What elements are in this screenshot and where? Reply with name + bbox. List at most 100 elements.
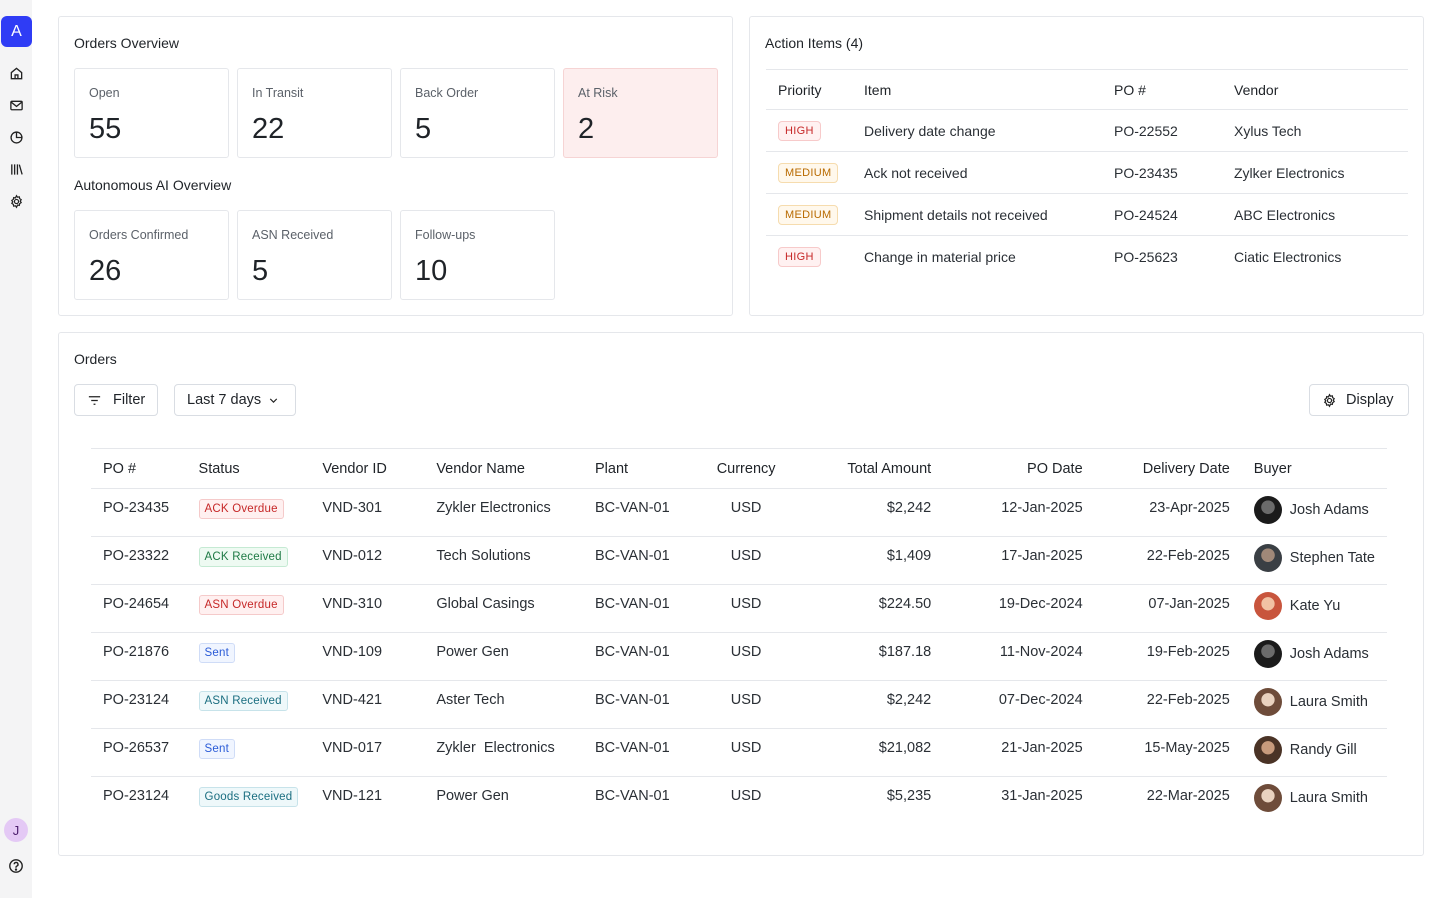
column-header[interactable]: Item	[852, 69, 1102, 110]
user-avatar[interactable]: J	[4, 818, 28, 842]
column-header[interactable]: PO Date	[943, 448, 1095, 489]
help-icon[interactable]	[6, 856, 26, 876]
table-row[interactable]: MEDIUM Ack not received PO-23435 Zylker …	[766, 151, 1408, 194]
table-row[interactable]: PO-21876 Sent VND-109 Power Gen BC-VAN-01 USD…	[91, 632, 1387, 681]
column-header[interactable]: Buyer	[1241, 448, 1387, 489]
home-icon[interactable]	[6, 63, 26, 83]
buyer-name: Josh Adams	[1289, 502, 1369, 518]
table-row[interactable]: HIGH Change in material price PO-25623 C…	[766, 236, 1408, 278]
po-cell[interactable]: PO-23124	[91, 680, 187, 729]
vendor-id-cell: VND-017	[310, 728, 425, 777]
amount-cell: $2,242	[800, 680, 944, 729]
column-header[interactable]: PO #	[91, 448, 187, 489]
item-cell: Ack not received	[852, 151, 1102, 194]
stat-value: 2	[578, 113, 595, 145]
column-header[interactable]: Currency	[692, 448, 801, 489]
table-row[interactable]: PO-24654 ASN Overdue VND-310 Global Casings…	[91, 584, 1387, 633]
column-header[interactable]: PO #	[1102, 69, 1222, 110]
delivery-date-cell: 19-Feb-2025	[1094, 632, 1242, 681]
po-cell[interactable]: PO-26537	[91, 728, 187, 777]
buyer[interactable]: Josh Adams	[1253, 640, 1375, 668]
filter-button[interactable]: Filter	[74, 384, 158, 416]
column-header[interactable]: Vendor ID	[310, 448, 425, 489]
orders-table: PO # Status Vendor ID Vendor Name Plant …	[91, 448, 1387, 825]
stat-follow-ups[interactable]: Follow-ups 10	[400, 210, 555, 300]
orders-overview-title: Orders Overview	[74, 35, 180, 51]
pie-chart-icon[interactable]	[6, 127, 26, 147]
column-header[interactable]: Status	[186, 448, 311, 489]
po-cell[interactable]: PO-24654	[91, 584, 187, 633]
library-icon[interactable]	[6, 159, 26, 179]
column-header[interactable]: Vendor	[1222, 69, 1408, 110]
vendor-name-cell: Power Gen	[424, 632, 583, 681]
po-date-cell: 19-Dec-2024	[943, 584, 1095, 633]
po-cell: PO-24524	[1102, 193, 1222, 236]
vendor-id-cell: VND-421	[310, 680, 425, 729]
po-cell[interactable]: PO-23435	[91, 488, 187, 537]
item-cell: Delivery date change	[852, 109, 1102, 152]
date-range-dropdown[interactable]: Last 7 days	[174, 384, 296, 416]
app-logo[interactable]: A	[1, 16, 32, 47]
sidebar: A J	[0, 0, 32, 898]
po-date-cell: 21-Jan-2025	[943, 728, 1095, 777]
stat-in-transit[interactable]: In Transit 22	[237, 68, 392, 158]
buyer[interactable]: Randy Gill	[1253, 736, 1375, 764]
column-header[interactable]: Plant	[582, 448, 693, 489]
buyer[interactable]: Laura Smith	[1253, 688, 1375, 716]
avatar	[1253, 784, 1282, 812]
vendor-cell: Ciatic Electronics	[1234, 248, 1342, 265]
vendor-id-cell: VND-301	[310, 488, 425, 537]
table-row[interactable]: PO-26537 Sent VND-017 Zykler Electronics BC-…	[91, 728, 1387, 777]
stat-at-risk[interactable]: At Risk 2	[563, 68, 718, 158]
po-date-cell: 07-Dec-2024	[943, 680, 1095, 729]
stat-back-order[interactable]: Back Order 5	[400, 68, 555, 158]
stat-asn-received[interactable]: ASN Received 5	[237, 210, 392, 300]
vendor-id-cell: VND-121	[322, 788, 383, 804]
table-row[interactable]: PO-23322 ACK Received VND-012 Tech Solution…	[91, 536, 1387, 585]
stat-orders-confirmed[interactable]: Orders Confirmed 26	[74, 210, 229, 300]
gear-icon[interactable]	[6, 191, 26, 211]
priority-badge: MEDIUM	[778, 204, 839, 225]
po-cell[interactable]: PO-21876	[91, 632, 187, 681]
table-row[interactable]: PO-23124 ASN Received VND-421 Aster Tech BC-…	[91, 680, 1387, 729]
status-badge: ACK Overdue	[198, 499, 284, 519]
po-cell[interactable]: PO-23124	[103, 788, 170, 804]
table-row[interactable]: PO-23124 Goods Received VND-121 Power Gen BC…	[91, 777, 1387, 825]
stat-open[interactable]: Open 55	[74, 68, 229, 158]
priority-badge: HIGH	[778, 120, 821, 141]
vendor-name-cell: Aster Tech	[424, 680, 583, 729]
column-header[interactable]: Priority	[766, 69, 852, 110]
po-cell[interactable]: PO-23322	[91, 536, 187, 585]
column-header[interactable]: Total Amount	[800, 448, 944, 489]
currency-cell: USD	[692, 632, 801, 681]
table-row[interactable]: HIGH Delivery date change PO-22552 Xylus…	[766, 109, 1408, 152]
date-range-label: Last 7 days	[187, 392, 262, 408]
plant-cell: BC-VAN-01	[582, 680, 693, 729]
filter-label: Filter	[113, 392, 146, 408]
table-header-row: PO # Status Vendor ID Vendor Name Plant …	[91, 448, 1387, 489]
column-header[interactable]: Delivery Date	[1094, 448, 1242, 489]
table-row[interactable]: PO-23435 ACK Overdue VND-301 Zykler Electro…	[91, 488, 1387, 537]
status-badge: Sent	[198, 739, 236, 759]
column-header[interactable]: Vendor Name	[424, 448, 583, 489]
buyer[interactable]: Kate Yu	[1253, 592, 1375, 620]
stat-value: 22	[252, 113, 285, 145]
status-badge: ASN Received	[198, 691, 288, 711]
amount-cell: $1,409	[800, 536, 944, 585]
table-row[interactable]: MEDIUM Shipment details not received PO-…	[766, 193, 1408, 236]
stat-value: 10	[415, 255, 448, 287]
buyer-name: Laura Smith	[1289, 790, 1368, 806]
stat-value: 5	[252, 255, 269, 287]
mail-icon[interactable]	[6, 95, 26, 115]
avatar	[1253, 640, 1282, 668]
po-cell: PO-25623	[1114, 248, 1178, 265]
buyer[interactable]: Stephen Tate	[1253, 544, 1375, 572]
currency-cell: USD	[730, 788, 762, 804]
po-date-cell: 17-Jan-2025	[943, 536, 1095, 585]
avatar	[1253, 688, 1282, 716]
settings-icon	[1322, 392, 1337, 408]
buyer[interactable]: Laura Smith	[1253, 784, 1375, 812]
display-button[interactable]: Display	[1309, 384, 1409, 416]
buyer[interactable]: Josh Adams	[1253, 496, 1375, 524]
amount-cell: $224.50	[800, 584, 944, 633]
